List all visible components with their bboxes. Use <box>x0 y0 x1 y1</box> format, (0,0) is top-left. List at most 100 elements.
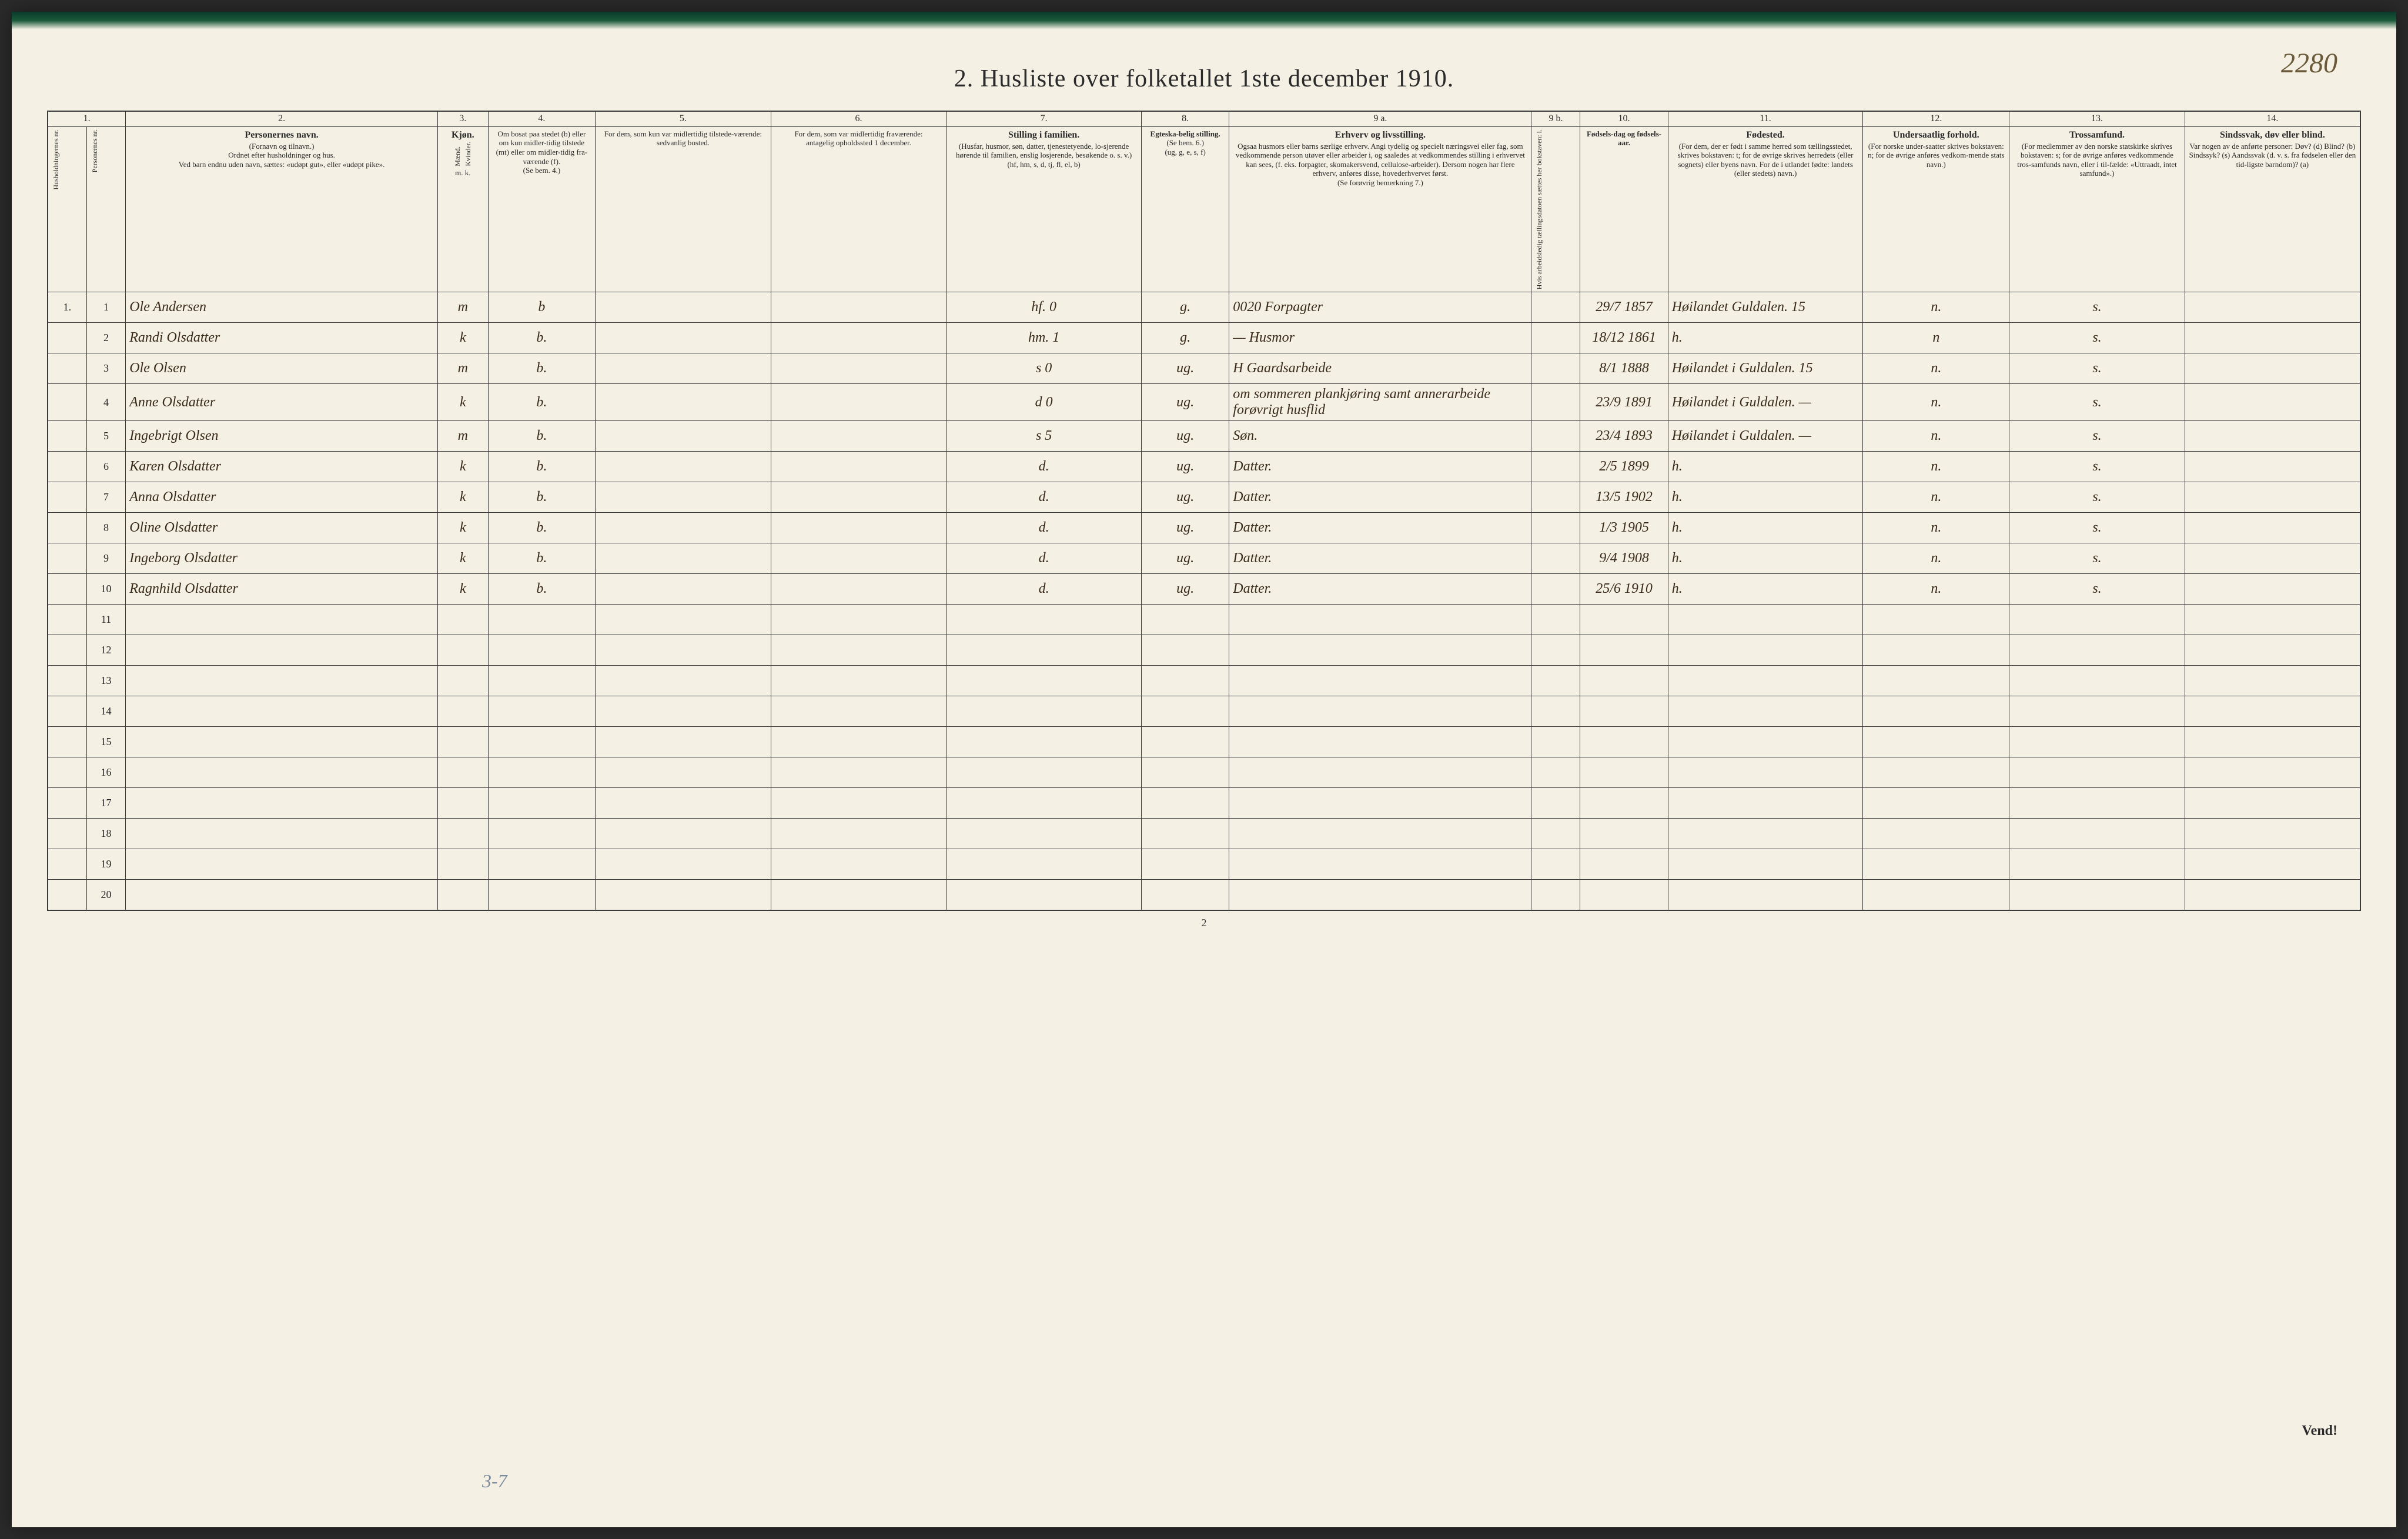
cell-occupation: 0020 Forpagter <box>1229 292 1531 323</box>
cell-birth <box>1580 849 1668 880</box>
cell-birth <box>1580 635 1668 666</box>
cell-residence: b. <box>488 384 595 421</box>
cell-unemployed <box>1531 421 1580 452</box>
cell-occupation: om sommeren plankjøring samt annerarbeid… <box>1229 384 1531 421</box>
colnum-4: 4. <box>488 111 595 126</box>
cell-nationality <box>1863 605 2009 635</box>
cell-sex <box>437 819 488 849</box>
cell-religion: s. <box>2009 452 2185 482</box>
cell-birthplace: h. <box>1668 482 1863 513</box>
cell-temp-absent <box>771 543 947 574</box>
table-row: 5 Ingebrigt Olsen m b. s 5 ug. Søn. 23/4… <box>48 421 2360 452</box>
cell-birth: 23/9 1891 <box>1580 384 1668 421</box>
header-name-sub1: (Fornavn og tilnavn.) <box>129 142 434 151</box>
cell-person-num: 20 <box>86 880 125 910</box>
cell-birthplace: h. <box>1668 323 1863 353</box>
cell-residence: b. <box>488 513 595 543</box>
cell-family-pos <box>947 696 1142 727</box>
header-name-sub2: Ordnet efter husholdninger og hus. <box>129 151 434 160</box>
cell-unemployed <box>1531 605 1580 635</box>
cell-marital <box>1142 666 1229 696</box>
cell-birth: 13/5 1902 <box>1580 482 1668 513</box>
cell-temp-absent <box>771 323 947 353</box>
cell-occupation <box>1229 605 1531 635</box>
cell-unemployed <box>1531 543 1580 574</box>
cell-name <box>126 819 438 849</box>
cell-temp-absent <box>771 574 947 605</box>
cell-occupation <box>1229 757 1531 788</box>
header-res-title: Om bosat paa stedet (b) eller om kun mid… <box>492 129 591 166</box>
cell-occupation <box>1229 727 1531 757</box>
header-mar-sub2: (ug, g, e, s, f) <box>1145 148 1225 157</box>
cell-marital <box>1142 880 1229 910</box>
cell-residence: b. <box>488 323 595 353</box>
cell-marital <box>1142 819 1229 849</box>
footer-page-number: 2 <box>47 917 2361 929</box>
cell-household-num <box>48 605 86 635</box>
cell-marital: ug. <box>1142 482 1229 513</box>
cell-temp-absent <box>771 353 947 384</box>
table-row: 4 Anne Olsdatter k b. d 0 ug. om sommere… <box>48 384 2360 421</box>
table-row: 14 <box>48 696 2360 727</box>
header-name-title: Personernes navn. <box>129 129 434 142</box>
table-row: 11 <box>48 605 2360 635</box>
cell-occupation <box>1229 788 1531 819</box>
cell-birth <box>1580 757 1668 788</box>
cell-name <box>126 605 438 635</box>
cell-birthplace <box>1668 788 1863 819</box>
header-sex-title: Kjøn. <box>442 129 484 142</box>
cell-family-pos: d. <box>947 513 1142 543</box>
cell-disability <box>2185 543 2360 574</box>
cell-household-num <box>48 635 86 666</box>
table-row: 13 <box>48 666 2360 696</box>
cell-disability <box>2185 635 2360 666</box>
cell-family-pos <box>947 849 1142 880</box>
colnum-13: 13. <box>2009 111 2185 126</box>
page-number-handwritten: 2280 <box>2281 47 2337 79</box>
cell-sex: m <box>437 292 488 323</box>
cell-birth <box>1580 727 1668 757</box>
cell-unemployed <box>1531 353 1580 384</box>
cell-residence: b. <box>488 543 595 574</box>
header-col6-sub: antagelig opholdssted 1 december. <box>775 138 943 148</box>
header-person-label: Personernes nr. <box>91 129 100 172</box>
cell-temp-absent <box>771 727 947 757</box>
cell-nationality <box>1863 880 2009 910</box>
footer-vend: Vend! <box>2302 1423 2337 1439</box>
cell-nationality <box>1863 727 2009 757</box>
footer-handwritten-note: 3-7 <box>482 1470 507 1492</box>
cell-temp-present <box>596 819 771 849</box>
cell-name: Oline Olsdatter <box>126 513 438 543</box>
cell-birth: 23/4 1893 <box>1580 421 1668 452</box>
cell-residence <box>488 757 595 788</box>
cell-family-pos: d 0 <box>947 384 1142 421</box>
cell-person-num: 18 <box>86 819 125 849</box>
header-name: Personernes navn. (Fornavn og tilnavn.) … <box>126 126 438 292</box>
cell-occupation: Datter. <box>1229 482 1531 513</box>
cell-temp-absent <box>771 421 947 452</box>
cell-marital: ug. <box>1142 543 1229 574</box>
header-place-sub: (For dem, der er født i samme herred som… <box>1672 142 1859 178</box>
cell-disability <box>2185 849 2360 880</box>
header-family-pos: Stilling i familien. (Husfar, husmor, sø… <box>947 126 1142 292</box>
cell-temp-absent <box>771 696 947 727</box>
cell-name: Ragnhild Olsdatter <box>126 574 438 605</box>
cell-occupation <box>1229 819 1531 849</box>
cell-sex <box>437 635 488 666</box>
cell-temp-present <box>596 696 771 727</box>
cell-nationality: n. <box>1863 574 2009 605</box>
cell-religion <box>2009 880 2185 910</box>
cell-disability <box>2185 819 2360 849</box>
cell-religion <box>2009 819 2185 849</box>
header-nationality: Undersaatlig forhold. (For norske under-… <box>1863 126 2009 292</box>
cell-family-pos: d. <box>947 574 1142 605</box>
cell-temp-present <box>596 757 771 788</box>
cell-residence: b. <box>488 353 595 384</box>
cell-nationality <box>1863 696 2009 727</box>
cell-temp-present <box>596 788 771 819</box>
cell-birthplace: Høilandet Guldalen. 15 <box>1668 292 1863 323</box>
cell-birthplace <box>1668 696 1863 727</box>
table-row: 9 Ingeborg Olsdatter k b. d. ug. Datter.… <box>48 543 2360 574</box>
cell-nationality <box>1863 819 2009 849</box>
header-birth: Fødsels-dag og fødsels-aar. <box>1580 126 1668 292</box>
